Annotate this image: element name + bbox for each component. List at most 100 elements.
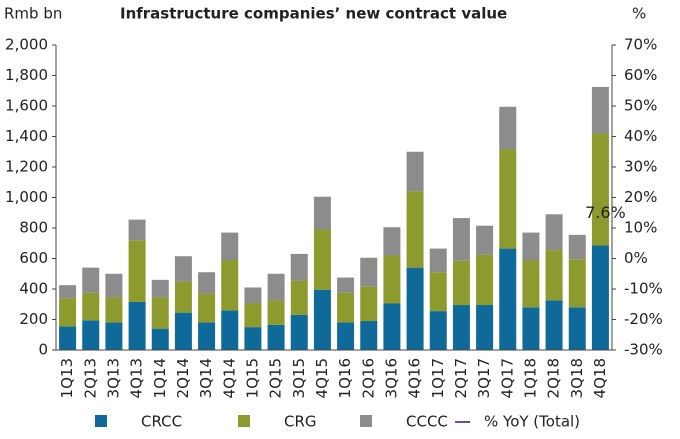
y-tick-label: 1,000: [5, 188, 48, 206]
bar-segment: [151, 328, 169, 350]
bar-segment: [105, 322, 123, 350]
x-tick-label: 3Q16: [382, 358, 400, 398]
y2-axis-label: %: [632, 5, 646, 23]
bar-segment: [476, 254, 494, 306]
bar-segment: [591, 133, 609, 246]
bar-segment: [476, 305, 494, 350]
bar-segment: [429, 248, 447, 273]
x-tick-label: 2Q13: [81, 358, 99, 398]
bar-segment: [591, 245, 609, 350]
x-tick-label: 1Q14: [151, 358, 169, 398]
bar-segment: [174, 281, 192, 313]
y2-tick-label: -30%: [624, 341, 663, 359]
bar-segment: [59, 285, 77, 299]
annotation: 7.6%: [585, 203, 626, 222]
bar-segment: [591, 86, 609, 134]
y-tick-label: 2,000: [5, 36, 48, 54]
x-tick-label: 2Q16: [359, 358, 377, 398]
y-tick-label: 0: [38, 341, 48, 359]
bar-segment: [383, 227, 401, 256]
bar-segment: [267, 300, 285, 325]
bar-segment: [105, 273, 123, 298]
bar-segment: [360, 257, 378, 287]
y2-tick-label: 30%: [624, 158, 657, 176]
x-tick-label: 3Q15: [290, 358, 308, 398]
y2-tick-label: 40%: [624, 127, 657, 145]
x-tick-label: 4Q17: [498, 358, 516, 398]
bar-segment: [545, 250, 563, 301]
bar-segment: [174, 256, 192, 282]
bar-segment: [337, 277, 355, 293]
bar-segment: [313, 289, 331, 350]
bar-segment: [290, 253, 308, 281]
bar-segment: [151, 279, 169, 298]
bar-segment: [568, 234, 586, 260]
y2-tick-label: -20%: [624, 310, 663, 328]
bar-segment: [82, 292, 100, 321]
x-tick-label: 3Q13: [104, 358, 122, 398]
y-axis-label: Rmb bn: [4, 5, 62, 23]
bar-segment: [499, 149, 517, 249]
bar-segment: [406, 151, 424, 192]
bar-segment: [151, 297, 169, 329]
bar-segment: [82, 267, 100, 293]
bar-segment: [360, 286, 378, 322]
bar-segment: [198, 293, 216, 323]
y2-tick-label: 10%: [624, 219, 657, 237]
bar-segment: [128, 240, 146, 302]
bar-segment: [267, 324, 285, 350]
y-tick-label: 1,200: [5, 158, 48, 176]
bar-segment: [174, 312, 192, 350]
bar-segment: [545, 214, 563, 251]
bar-segment: [244, 303, 262, 328]
y-tick-label: 200: [19, 310, 48, 328]
y2-tick-label: 60%: [624, 66, 657, 84]
bar-segment: [429, 272, 447, 312]
bar-segment: [128, 219, 146, 241]
x-tick-label: 3Q14: [197, 358, 215, 398]
legend-swatch: [95, 415, 107, 427]
bar-segment: [244, 287, 262, 304]
y-tick-label: 400: [19, 280, 48, 298]
bar-segment: [59, 326, 77, 350]
legend-label: CCCC: [406, 413, 448, 431]
bar-segment: [198, 272, 216, 294]
y-tick-label: 800: [19, 219, 48, 237]
bar-segment: [406, 191, 424, 268]
bar-segment: [313, 229, 331, 290]
x-tick-label: 4Q18: [591, 358, 609, 398]
bar-segment: [406, 267, 424, 350]
y2-tick-label: -10%: [624, 280, 663, 298]
bar-segment: [105, 297, 123, 323]
bar-segment: [290, 314, 308, 350]
y2-tick-label: 50%: [624, 97, 657, 115]
chart-title: Infrastructure companies’ new contract v…: [120, 5, 507, 23]
x-tick-label: 4Q15: [313, 358, 331, 398]
bar-segment: [337, 292, 355, 323]
legend-swatch: [360, 415, 372, 427]
bar-segment: [522, 232, 540, 261]
bar-segment: [337, 322, 355, 350]
x-tick-label: 2Q14: [174, 358, 192, 398]
y-tick-label: 600: [19, 249, 48, 267]
bar-segment: [313, 196, 331, 230]
x-tick-label: 3Q17: [475, 358, 493, 398]
legend-label: CRCC: [141, 413, 182, 431]
x-tick-label: 2Q18: [545, 358, 563, 398]
legend-label: CRG: [284, 413, 317, 431]
x-tick-label: 1Q18: [521, 358, 539, 398]
y2-tick-label: 0%: [624, 249, 648, 267]
x-tick-label: 1Q15: [243, 358, 261, 398]
bar-segment: [290, 280, 308, 315]
x-tick-label: 2Q17: [452, 358, 470, 398]
bar-segment: [499, 248, 517, 350]
y2-tick-label: 70%: [624, 36, 657, 54]
y-tick-label: 1,600: [5, 97, 48, 115]
x-tick-label: 4Q13: [128, 358, 146, 398]
bar-segment: [568, 307, 586, 350]
y2-tick-label: 20%: [624, 188, 657, 206]
bar-segment: [383, 303, 401, 350]
legend-swatch: [238, 415, 250, 427]
bar-segment: [476, 225, 494, 255]
